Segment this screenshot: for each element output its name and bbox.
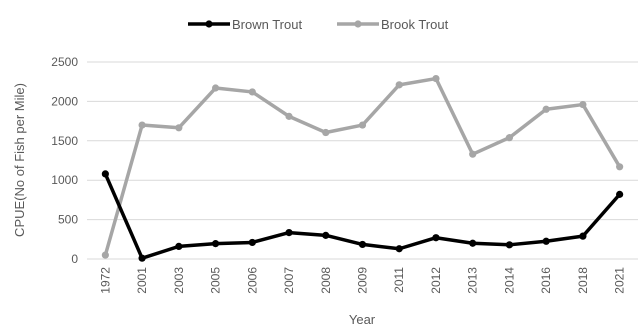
point-brown-trout-2009 [358, 240, 367, 249]
point-brook-trout-2021 [616, 163, 624, 171]
y-tick-label-0: 0 [71, 252, 78, 266]
legend-label-brown-trout: Brown Trout [232, 17, 302, 32]
point-brook-trout-2012 [432, 74, 440, 83]
series-line-brook-trout [103, 76, 622, 256]
point-brook-trout-2001 [138, 121, 146, 129]
x-tick-label-2014: 2014 [502, 267, 516, 294]
point-brown-trout-2001 [138, 254, 146, 262]
x-tick-label-1972: 1972 [98, 267, 112, 294]
point-brown-trout-1972 [101, 170, 109, 178]
legend-marker-brook-trout [354, 20, 362, 28]
x-tick-label-2012: 2012 [429, 267, 443, 294]
point-brown-trout-2016 [542, 237, 550, 245]
legend-label-brook-trout: Brook Trout [381, 17, 449, 32]
legend: Brown Trout Brook Trout [188, 17, 449, 32]
y-tick-label-1000: 1000 [51, 173, 78, 187]
point-brown-trout-2014 [505, 241, 514, 249]
point-brook-trout-2013 [469, 150, 477, 158]
x-tick-label-2016: 2016 [539, 267, 553, 294]
legend-marker-brown-trout [205, 20, 213, 28]
point-brook-trout-2009 [358, 121, 367, 129]
x-tick-label-2005: 2005 [209, 267, 223, 294]
point-brook-trout-2011 [395, 81, 403, 89]
point-brook-trout-2006 [248, 88, 256, 96]
x-tick-label-2013: 2013 [466, 267, 480, 294]
point-brown-trout-2006 [248, 238, 256, 247]
point-brown-trout-2018 [579, 232, 587, 240]
y-tick-label-500: 500 [58, 213, 78, 227]
y-tick-labels: 0 500 1000 1500 2000 2500 [51, 55, 78, 266]
y-axis-title: CPUE(No of Fish per Mile) [12, 83, 27, 237]
x-tick-label-2001: 2001 [135, 267, 149, 294]
point-brown-trout-2005 [211, 240, 220, 248]
point-brook-trout-2008 [322, 128, 330, 137]
x-tick-label-2018: 2018 [576, 267, 590, 294]
y-tick-label-2000: 2000 [51, 94, 78, 108]
point-brook-trout-2014 [505, 134, 514, 142]
point-brown-trout-2021 [616, 190, 624, 198]
point-brown-trout-2008 [322, 231, 330, 239]
y-tick-label-2500: 2500 [51, 55, 78, 69]
x-tick-label-2007: 2007 [282, 267, 296, 294]
series-group [101, 74, 624, 262]
y-tick-label-1500: 1500 [51, 134, 78, 148]
grid-lines [87, 61, 638, 260]
point-brown-trout-2011 [395, 245, 403, 253]
point-brown-trout-2007 [285, 229, 293, 237]
x-tick-label-2011: 2011 [392, 267, 406, 293]
x-tick-label-2008: 2008 [319, 267, 333, 294]
point-brown-trout-2012 [432, 234, 440, 242]
point-brook-trout-2005 [211, 84, 220, 92]
x-tick-labels: 1972 2001 2003 2005 2006 2007 2008 2009 2011 2012… [98, 267, 626, 294]
point-brook-trout-2003 [175, 124, 183, 132]
series-brown-trout [101, 170, 624, 262]
x-axis-title: Year [349, 312, 376, 327]
x-tick-label-2006: 2006 [245, 267, 259, 294]
x-tick-label-2021: 2021 [613, 267, 627, 294]
point-brown-trout-2003 [175, 242, 183, 250]
point-brook-trout-1972 [101, 251, 109, 259]
series-brook-trout [101, 74, 624, 259]
point-brown-trout-2013 [469, 239, 477, 247]
x-tick-label-2003: 2003 [172, 267, 186, 294]
point-brook-trout-2016 [542, 105, 550, 113]
legend-item-brown-trout: Brown Trout [188, 17, 302, 32]
legend-item-brook-trout: Brook Trout [337, 17, 449, 32]
point-brook-trout-2018 [579, 100, 587, 109]
point-brook-trout-2007 [285, 112, 293, 120]
x-tick-label-2009: 2009 [356, 267, 370, 294]
